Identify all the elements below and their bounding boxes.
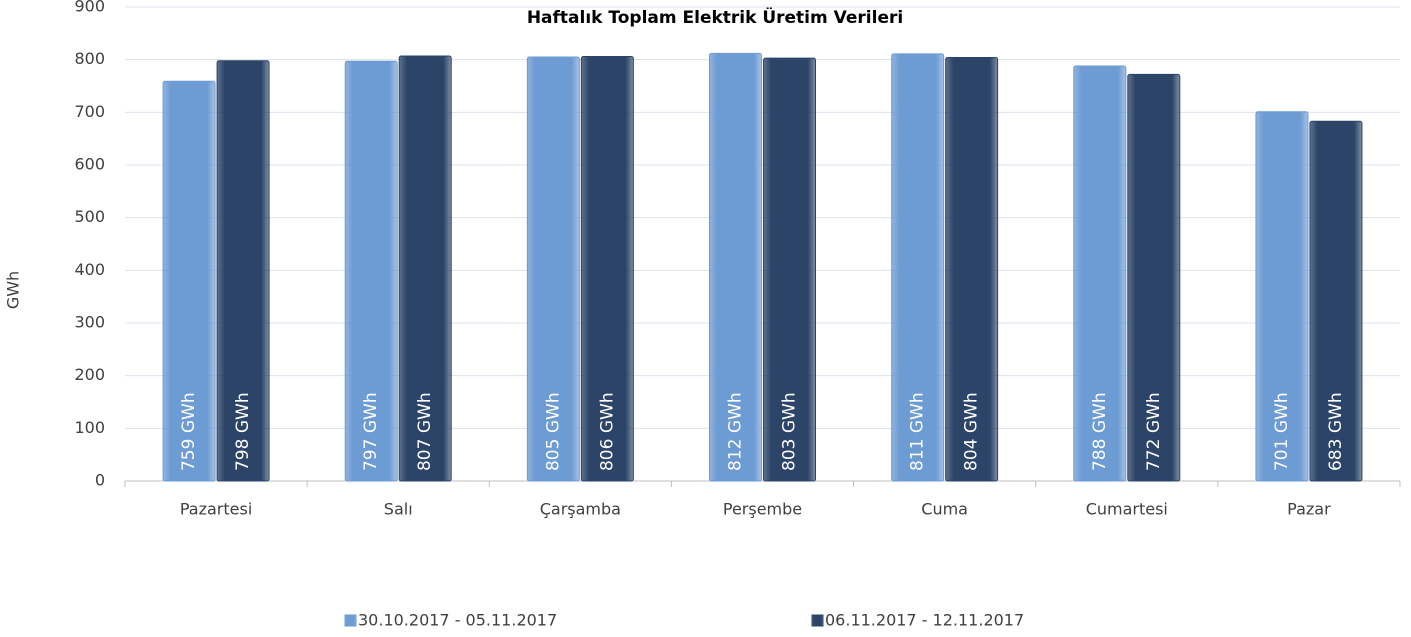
value-label: 812 GWh (726, 392, 746, 471)
y-tick-label: 900 (74, 0, 105, 16)
value-label: 759 GWh (179, 392, 199, 471)
value-label: 701 GWh (1272, 392, 1292, 471)
legend-label: 06.11.2017 - 12.11.2017 (825, 611, 1024, 630)
bar (1309, 120, 1363, 482)
bar (891, 53, 945, 482)
bar (344, 60, 398, 482)
x-tick-label: Salı (384, 500, 413, 519)
value-label: 803 GWh (780, 392, 800, 471)
x-tick-label: Cuma (921, 500, 968, 519)
value-label: 788 GWh (1090, 392, 1110, 471)
bar (580, 56, 634, 482)
value-label: 811 GWh (908, 392, 928, 471)
value-label: 797 GWh (361, 392, 381, 471)
y-tick-label: 300 (74, 313, 105, 332)
value-label: 798 GWh (233, 392, 253, 471)
bar (1073, 65, 1127, 482)
y-tick-label: 200 (74, 365, 105, 384)
value-label: 807 GWh (415, 392, 435, 471)
x-tick-label: Cumartesi (1086, 500, 1168, 519)
value-label: 683 GWh (1326, 392, 1346, 471)
bar (709, 52, 762, 482)
x-tick-label: Perşembe (723, 500, 802, 519)
legend-label: 30.10.2017 - 05.11.2017 (358, 611, 557, 630)
value-label: 772 GWh (1144, 392, 1164, 471)
value-label: 806 GWh (597, 392, 617, 471)
y-tick-label: 600 (74, 155, 105, 174)
x-tick-label: Çarşamba (540, 500, 621, 519)
y-tick-label: 400 (74, 260, 105, 279)
bar (945, 57, 999, 482)
bar (1127, 73, 1181, 482)
y-tick-label: 0 (95, 471, 105, 490)
y-tick-label: 500 (74, 207, 105, 226)
bar (216, 60, 270, 482)
y-tick-label: 800 (74, 49, 105, 68)
legend-marker (811, 614, 824, 627)
y-tick-label: 700 (74, 102, 105, 121)
legend-marker (344, 614, 357, 627)
value-label: 804 GWh (962, 392, 982, 471)
bar (398, 55, 452, 482)
bar (763, 57, 816, 482)
bar (162, 80, 216, 482)
y-tick-label: 100 (74, 418, 105, 437)
x-tick-label: Pazar (1287, 500, 1331, 519)
bar (526, 56, 580, 482)
value-label: 805 GWh (543, 392, 563, 471)
y-axis-label: GWh (4, 271, 23, 309)
chart-title: Haftalık Toplam Elektrik Üretim Verileri (527, 6, 903, 28)
bar (1255, 111, 1309, 482)
x-tick-label: Pazartesi (180, 500, 252, 519)
